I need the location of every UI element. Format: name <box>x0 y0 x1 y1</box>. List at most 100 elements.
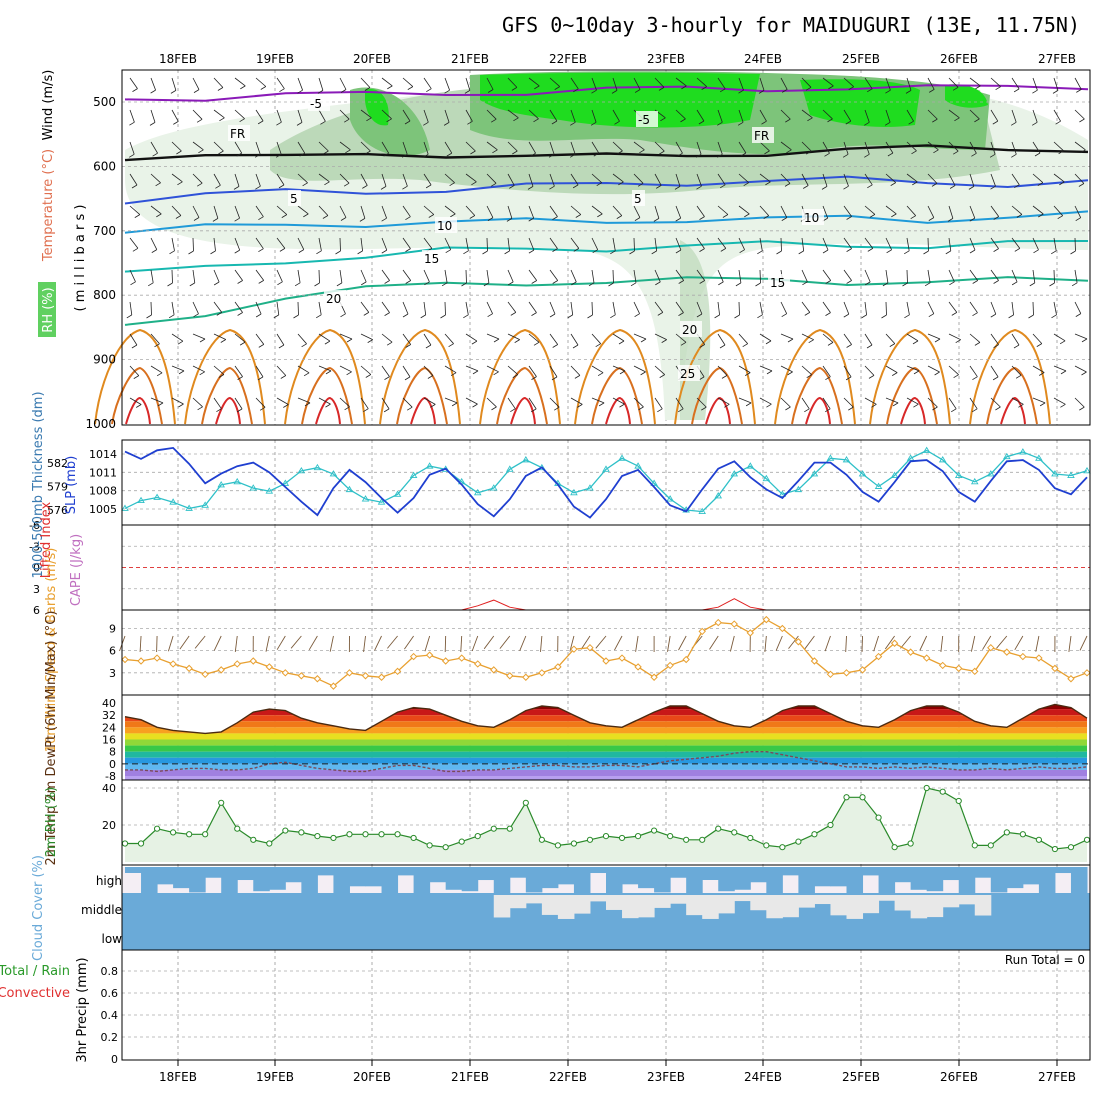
wind-barb-flag <box>449 182 455 187</box>
wind-barb <box>822 237 829 251</box>
wind-barb-flag <box>156 372 163 377</box>
wind-barb <box>738 109 744 123</box>
wind-barb <box>570 173 579 186</box>
wind-barb <box>528 301 537 313</box>
wind-barb <box>402 333 412 345</box>
cloud-high-bar <box>782 867 799 876</box>
rh2m-point <box>330 834 337 842</box>
wind-barb-flag <box>1013 344 1020 349</box>
wind-barb-flag <box>510 408 516 413</box>
slp-tick-label: 1011 <box>89 466 117 479</box>
wind-barb <box>276 141 282 155</box>
rh2m-point <box>378 831 385 838</box>
wind-barb <box>444 365 457 374</box>
cloud-high-bar <box>141 867 158 895</box>
contour-label-bg <box>632 190 645 206</box>
wind-barb <box>570 109 576 123</box>
wind-barb <box>864 269 871 283</box>
cloud-high-bar <box>253 867 270 892</box>
wind-barb <box>885 237 892 250</box>
rh2m-point <box>843 794 850 801</box>
precip-total-label: Total / Rain <box>0 964 70 979</box>
wind-barb <box>402 397 413 408</box>
wind-barb-flag <box>346 371 352 376</box>
wind-10m-panel: 9 6 3 <box>109 610 1091 695</box>
wind-barb <box>444 333 454 344</box>
cloud-middle-gap <box>750 895 767 911</box>
contour-label: 10 <box>804 211 819 225</box>
wind10m-point <box>265 663 274 671</box>
thickness-point <box>169 498 177 505</box>
wind-barb <box>948 77 959 88</box>
wind10m-barb <box>729 635 735 652</box>
wind-barb-flag <box>757 250 763 255</box>
temp2m-line <box>124 703 1088 735</box>
thickness-point <box>137 496 145 504</box>
wind-barb <box>822 205 829 219</box>
wind-barb-flag <box>661 339 667 343</box>
wind-barb <box>801 397 810 410</box>
wind-barb <box>906 333 919 342</box>
thickness-point <box>345 485 354 493</box>
wind-barb-flag <box>320 120 326 125</box>
wind-barb-flag <box>384 312 390 316</box>
contour-label-bg <box>802 209 824 225</box>
wind-barb-flag <box>218 374 225 378</box>
wind-barb <box>318 333 331 342</box>
wind-barb <box>150 141 158 154</box>
wind10m-point <box>810 657 819 665</box>
wind-barb-flag <box>552 216 558 220</box>
isotherm-35 <box>410 396 436 425</box>
wind10m-point <box>1019 652 1027 661</box>
wind-barb <box>255 173 261 187</box>
wind-barb <box>234 397 243 410</box>
wind10m-barb <box>982 635 992 650</box>
wind-barb-flag <box>530 152 536 157</box>
isotherm-35 <box>510 396 536 425</box>
contour-label: 20 <box>326 292 341 306</box>
wind-barb-flag <box>384 280 390 284</box>
wind-barb-flag <box>176 150 182 155</box>
wind-barb <box>570 237 580 249</box>
wind-barb <box>1053 109 1061 122</box>
wind-barb-flag <box>846 280 852 284</box>
wind-barb-flag <box>808 339 814 344</box>
wind-barb-flag <box>992 120 999 125</box>
wind-barb-flag <box>491 406 497 411</box>
date-axis-top: 18FEB 19FEB 20FEB 21FEB 22FEB 23FEB 24FEB 25FEB… <box>159 52 1076 66</box>
wind-barb <box>192 237 194 252</box>
wind-barb-flag <box>450 213 456 218</box>
wind-barb <box>801 301 811 313</box>
wind-barb-flag <box>949 185 956 189</box>
li-tick-label: 3 <box>33 583 40 596</box>
wind-barb-flag <box>1060 403 1066 408</box>
thickness-point <box>570 488 578 496</box>
cloud-high-bar <box>894 867 912 883</box>
wind-barb <box>192 77 200 90</box>
rh2m-point <box>763 842 770 849</box>
wind-barb <box>780 397 791 408</box>
precip-tick-label: 0.6 <box>101 987 119 1000</box>
wind-barb <box>1032 141 1041 154</box>
wind-barb-flag <box>197 406 203 411</box>
wind-barb <box>1032 109 1038 123</box>
wind-barb <box>885 173 896 183</box>
wind-barb <box>402 77 414 87</box>
cloud-high-bar <box>397 867 415 876</box>
wind-barb-flag <box>659 150 665 155</box>
thickness-tick-label: 576 <box>47 504 68 517</box>
wind-barb-flag <box>303 213 309 218</box>
wind-barb-flag <box>968 186 975 190</box>
wind-barb-flag <box>343 182 350 187</box>
wind-barb <box>276 365 287 376</box>
isotherm-30 <box>496 366 548 425</box>
wind10m-barb <box>363 635 366 652</box>
wind10m-barb <box>775 635 783 651</box>
wind-barb <box>465 333 478 342</box>
wind-barb-flag <box>220 339 227 343</box>
wind10m-point <box>185 664 193 673</box>
wind-barb-flag <box>861 314 867 319</box>
wind-barb-flag <box>972 280 978 284</box>
wind-barb <box>486 333 500 340</box>
temp-band <box>125 769 1087 776</box>
